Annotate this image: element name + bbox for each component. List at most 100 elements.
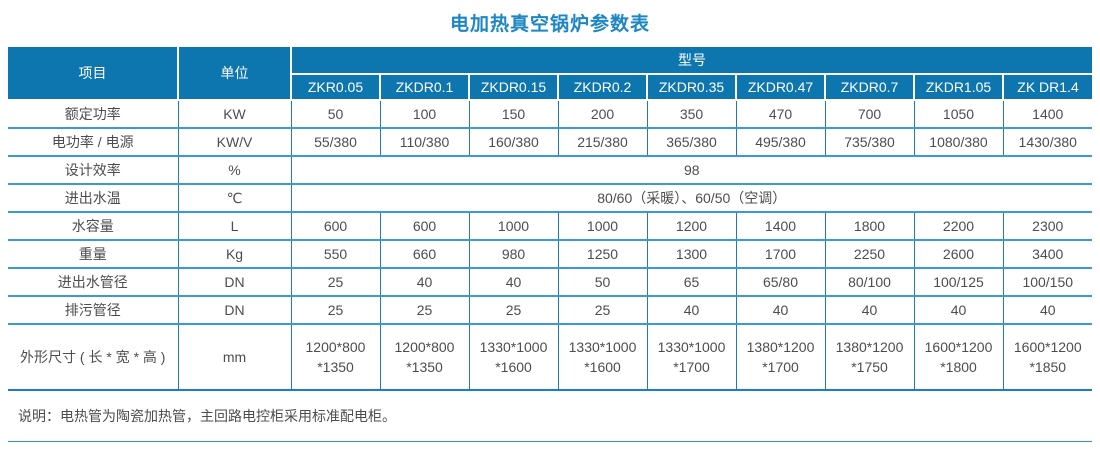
table-cell: 980: [468, 239, 559, 269]
col-header-model: ZKR0.05: [290, 73, 381, 101]
table-cell: 550: [290, 239, 381, 269]
table-cell: 1430/380: [1002, 127, 1092, 157]
table-row: 外形尺寸 ( 长 * 宽 * 高 ) mm 1200*800 *1350 1200*8…: [8, 323, 1092, 391]
table-cell: 1200*800 *1350: [379, 323, 470, 391]
table-cell: 735/380: [824, 127, 915, 157]
row-item-label: 水容量: [8, 211, 179, 241]
table-cell: 700: [824, 100, 915, 129]
table-cell: 1600*1200 *1850: [1002, 323, 1092, 391]
table-body: 额定功率 KW 50 100 150 200 350 470 700 1050 1400 电功率 / …: [8, 100, 1092, 391]
row-unit: L: [177, 211, 292, 241]
col-header-item: 项目: [8, 47, 179, 101]
table-cell: 1300: [646, 239, 737, 269]
table-cell: 100/150: [1002, 267, 1092, 297]
table-cell: 80/100: [824, 267, 915, 297]
table-cell: 40: [646, 295, 737, 325]
table-cell: 2200: [913, 211, 1004, 241]
table-cell: 350: [646, 100, 737, 129]
table-cell: 40: [824, 295, 915, 325]
table-cell: 1330*1000 *1600: [557, 323, 648, 391]
table-cell: 100: [379, 100, 470, 129]
bottom-divider: [8, 441, 1092, 442]
table-cell: 25: [468, 295, 559, 325]
table-row: 进出水温 ℃ 80/60（采暖）、60/50（空调）: [8, 183, 1092, 213]
col-header-model-group: 型号: [290, 47, 1092, 75]
header-row-top: 项目 单位 型号: [8, 47, 1092, 101]
table-cell: 1400: [1002, 100, 1092, 129]
row-item-label: 进出水管径: [8, 267, 179, 297]
row-unit: DN: [177, 295, 292, 325]
row-item-label: 设计效率: [8, 155, 179, 185]
row-item-label: 进出水温: [8, 183, 179, 213]
table-cell: 600: [290, 211, 381, 241]
table-cell: 1600*1200 *1800: [913, 323, 1004, 391]
col-header-model: ZKDR0.47: [735, 73, 826, 101]
row-unit: KW/V: [177, 127, 292, 157]
row-item-label: 电功率 / 电源: [8, 127, 179, 157]
table-cell: 65/80: [735, 267, 826, 297]
col-header-unit: 单位: [177, 47, 292, 101]
table-cell: 1800: [824, 211, 915, 241]
row-merged-value: 80/60（采暖）、60/50（空调）: [290, 183, 1092, 213]
table-cell: 40: [468, 267, 559, 297]
row-unit: %: [177, 155, 292, 185]
table-row: 设计效率% 98: [8, 155, 1092, 185]
table-cell: 600: [379, 211, 470, 241]
table-row: 电功率 / 电源 KW/V 55/380 110/380 160/380 215/380 3…: [8, 127, 1092, 157]
table-row: 排污管径 DN 25 25 25 25 40 40 40 40 40: [8, 295, 1092, 325]
table-row: 额定功率 KW 50 100 150 200 350 470 700 1050 1400: [8, 100, 1092, 129]
row-unit: KW: [177, 100, 292, 129]
table-cell: 1330*1000 *1700: [646, 323, 737, 391]
col-header-model: ZKDR0.15: [468, 73, 559, 101]
table-header: 项目 单位 型号 ZKR0.05 ZKDR0.1 ZKDR0.15 ZKDR0.2 ZK…: [8, 47, 1092, 101]
table-cell: 1000: [468, 211, 559, 241]
row-item-label: 重量: [8, 239, 179, 269]
table-cell: 660: [379, 239, 470, 269]
table-cell: 1050: [913, 100, 1004, 129]
table-cell: 495/380: [735, 127, 826, 157]
table-cell: 40: [379, 267, 470, 297]
row-unit: DN: [177, 267, 292, 297]
table-cell: 200: [557, 100, 648, 129]
table-cell: 1380*1200 *1700: [735, 323, 826, 391]
table-cell: 40: [913, 295, 1004, 325]
row-unit: mm: [177, 323, 292, 391]
col-header-model: ZKDR0.2: [557, 73, 648, 101]
table-cell: 1380*1200 *1750: [824, 323, 915, 391]
table-cell: 100/125: [913, 267, 1004, 297]
table-cell: 40: [1002, 295, 1092, 325]
table-cell: 110/380: [379, 127, 470, 157]
row-item-label: 额定功率: [8, 100, 179, 129]
boiler-spec-table: 项目 单位 型号 ZKR0.05 ZKDR0.1 ZKDR0.15 ZKDR0.2 ZK…: [8, 47, 1092, 391]
table-cell: 470: [735, 100, 826, 129]
table-cell: 2250: [824, 239, 915, 269]
table-cell: 50: [290, 100, 381, 129]
row-merged-value: 98: [290, 155, 1092, 185]
table-cell: 1400: [735, 211, 826, 241]
col-header-model: ZKDR0.1: [379, 73, 470, 101]
table-cell: 365/380: [646, 127, 737, 157]
table-cell: 2600: [913, 239, 1004, 269]
col-header-model: ZKDR0.35: [646, 73, 737, 101]
table-cell: 160/380: [468, 127, 559, 157]
col-header-model: ZKDR1.05: [913, 73, 1004, 101]
table-cell: 215/380: [557, 127, 648, 157]
table-cell: 65: [646, 267, 737, 297]
table-cell: 1330*1000 *1600: [468, 323, 559, 391]
table-cell: 150: [468, 100, 559, 129]
page: 电加热真空锅炉参数表 项目 单位 型号 ZKR0.05 ZKDR0.1 ZKDR0.…: [0, 9, 1100, 442]
table-cell: 25: [557, 295, 648, 325]
table-cell: 50: [557, 267, 648, 297]
table-cell: 1200: [646, 211, 737, 241]
table-row: 水容量 L 600 600 1000 1000 1200 1400 1800 2200 2300: [8, 211, 1092, 241]
table-row: 重量 Kg 550 660 980 1250 1300 1700 2250 2600 3400: [8, 239, 1092, 269]
row-unit: ℃: [177, 183, 292, 213]
table-cell: 25: [379, 295, 470, 325]
col-header-model: ZKDR0.7: [824, 73, 915, 101]
table-cell: 40: [735, 295, 826, 325]
table-cell: 1700: [735, 239, 826, 269]
row-item-label: 排污管径: [8, 295, 179, 325]
header-row-models: ZKR0.05 ZKDR0.1 ZKDR0.15 ZKDR0.2 ZKDR0.35 ZKD…: [8, 73, 1092, 101]
table-cell: 2300: [1002, 211, 1092, 241]
table-cell: 1000: [557, 211, 648, 241]
